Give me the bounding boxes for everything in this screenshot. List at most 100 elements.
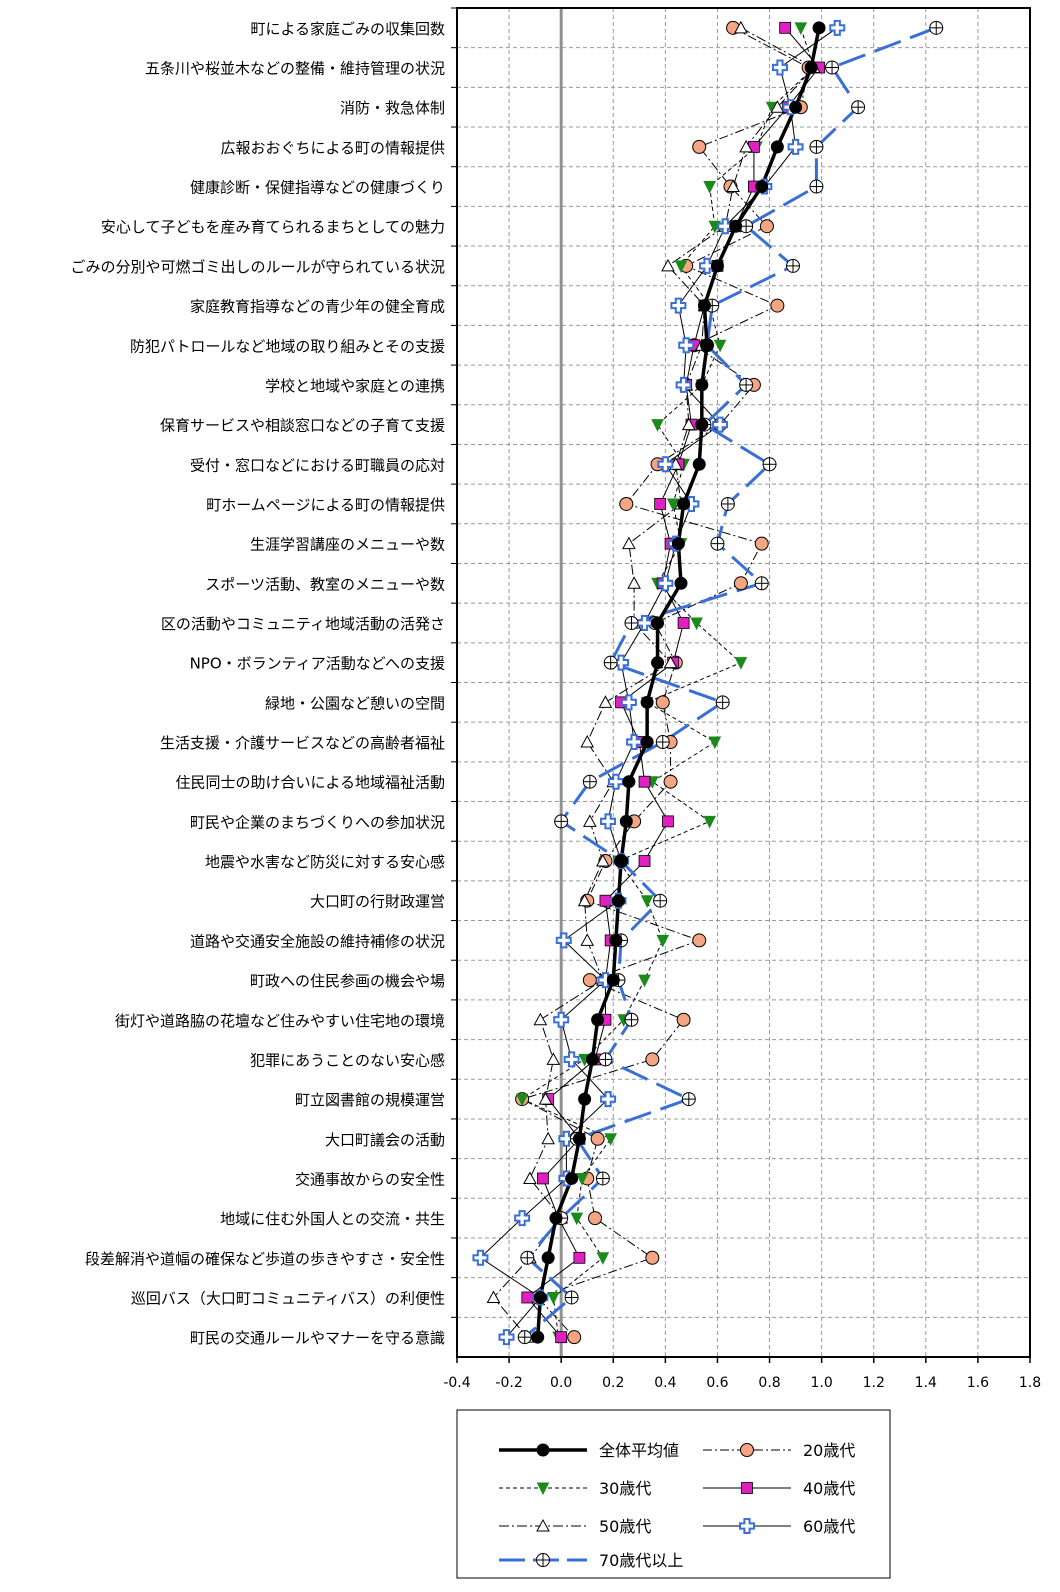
data-point bbox=[614, 854, 628, 868]
data-point bbox=[754, 576, 769, 591]
data-point bbox=[662, 815, 674, 828]
data-point bbox=[515, 1093, 529, 1107]
data-point bbox=[717, 218, 734, 235]
x-tick-label: 1.2 bbox=[863, 1375, 885, 1391]
data-point bbox=[626, 734, 643, 751]
category-labels: 町による家庭ごみの収集回数五条川や桜並木などの整備・維持管理の状況消防・救急体制… bbox=[70, 7, 457, 1347]
data-point bbox=[541, 1251, 555, 1265]
data-point bbox=[498, 1329, 515, 1346]
category-label: 防犯パトロールなど地域の取り組みとその支援 bbox=[130, 337, 445, 355]
data-point bbox=[585, 1052, 599, 1066]
category-label: 道路や交通安全施設の維持補修の状況 bbox=[190, 932, 445, 950]
legend-label: 60歳代 bbox=[803, 1517, 855, 1536]
data-point bbox=[785, 258, 800, 273]
data-point bbox=[771, 59, 788, 76]
data-point bbox=[651, 419, 664, 432]
category-label: ごみの分別や可燃ゴミ出しのルールが守られている状況 bbox=[70, 258, 445, 276]
data-point bbox=[582, 973, 597, 988]
data-point bbox=[712, 416, 729, 433]
data-point bbox=[703, 181, 716, 194]
category-label: 安心して子どもを産み育てられるまちとしての魅力 bbox=[101, 218, 445, 236]
data-point bbox=[674, 576, 688, 590]
category-label: 町による家庭ごみの収集回数 bbox=[250, 20, 445, 38]
data-point bbox=[622, 775, 636, 789]
data-point bbox=[692, 933, 707, 948]
data-point bbox=[533, 1012, 548, 1026]
data-point bbox=[645, 1250, 660, 1265]
category-label: 段差解消や道幅の確保など歩道の歩きやすさ・安全性 bbox=[85, 1250, 445, 1268]
legend-item: 40歳代 bbox=[703, 1479, 855, 1498]
data-point bbox=[541, 1131, 556, 1145]
legend: 全体平均値 20歳代 30歳代 40歳代 50歳代 60歳代 70歳代以上 bbox=[456, 1409, 891, 1579]
legend-label: 50歳代 bbox=[599, 1517, 651, 1536]
legend-item: 30歳代 bbox=[499, 1479, 651, 1498]
data-point bbox=[770, 298, 785, 313]
data-point bbox=[829, 19, 846, 36]
data-point bbox=[645, 1052, 660, 1067]
data-point bbox=[611, 894, 625, 908]
category-label: 町政への住民参画の機会や場 bbox=[250, 972, 445, 990]
data-point bbox=[670, 297, 687, 314]
data-point bbox=[580, 734, 595, 748]
legend-marker bbox=[536, 1553, 550, 1567]
data-point bbox=[715, 695, 730, 710]
data-point bbox=[606, 973, 620, 987]
data-point bbox=[789, 100, 803, 114]
data-point bbox=[770, 140, 784, 154]
data-point bbox=[554, 814, 569, 829]
series-line-5 bbox=[479, 27, 838, 1338]
data-point bbox=[638, 855, 651, 867]
data-point bbox=[520, 1250, 535, 1265]
data-point bbox=[755, 180, 769, 194]
data-point bbox=[809, 139, 824, 154]
data-point bbox=[655, 695, 670, 710]
data-point bbox=[577, 893, 592, 907]
category-label: 大口町議会の活動 bbox=[325, 1131, 445, 1149]
data-point bbox=[710, 259, 724, 273]
category-label: 大口町の行財政運営 bbox=[310, 893, 445, 911]
data-point bbox=[759, 219, 774, 234]
data-point bbox=[609, 933, 623, 947]
data-point bbox=[603, 655, 618, 670]
data-point bbox=[681, 1092, 696, 1107]
data-point bbox=[573, 1251, 586, 1264]
category-label: 消防・救急体制 bbox=[340, 99, 445, 117]
data-point bbox=[663, 774, 678, 789]
category-label: 住民同士の助け合いによる地域福祉活動 bbox=[175, 774, 445, 792]
series-line-4 bbox=[492, 27, 815, 1338]
data-point bbox=[514, 1210, 531, 1227]
legend-item: 全体平均値 bbox=[499, 1441, 679, 1460]
data-point bbox=[666, 498, 680, 512]
grid bbox=[456, 8, 1031, 1357]
data-point bbox=[582, 814, 597, 827]
x-tick-label: 1.6 bbox=[967, 1375, 989, 1391]
data-point bbox=[595, 1171, 610, 1186]
series-group bbox=[472, 19, 944, 1346]
data-point bbox=[521, 1291, 534, 1304]
data-point bbox=[578, 1092, 592, 1106]
data-point bbox=[596, 1252, 610, 1265]
data-point bbox=[779, 21, 792, 34]
category-label: 巡回バス（大口町コミュニティバス）の利便性 bbox=[131, 1289, 445, 1307]
data-point bbox=[739, 139, 753, 153]
legend-marker bbox=[739, 1518, 755, 1534]
data-point bbox=[607, 773, 624, 790]
data-point bbox=[677, 617, 690, 629]
data-point bbox=[655, 735, 670, 750]
data-point bbox=[590, 1131, 605, 1146]
data-point bbox=[575, 1172, 589, 1186]
data-point bbox=[695, 418, 709, 432]
legend-marker bbox=[536, 1518, 550, 1532]
data-point bbox=[563, 1051, 580, 1068]
data-point bbox=[695, 378, 709, 392]
data-point bbox=[651, 656, 665, 670]
data-point bbox=[640, 895, 654, 908]
x-tick-label: 0.6 bbox=[706, 1375, 728, 1391]
legend-item: 20歳代 bbox=[703, 1441, 855, 1460]
x-tick-label: -0.4 bbox=[443, 1375, 470, 1391]
data-point bbox=[657, 456, 674, 473]
legend-item: 50歳代 bbox=[499, 1517, 651, 1536]
category-label: 町立図書館の規模運営 bbox=[295, 1091, 445, 1109]
data-point bbox=[624, 1012, 639, 1027]
